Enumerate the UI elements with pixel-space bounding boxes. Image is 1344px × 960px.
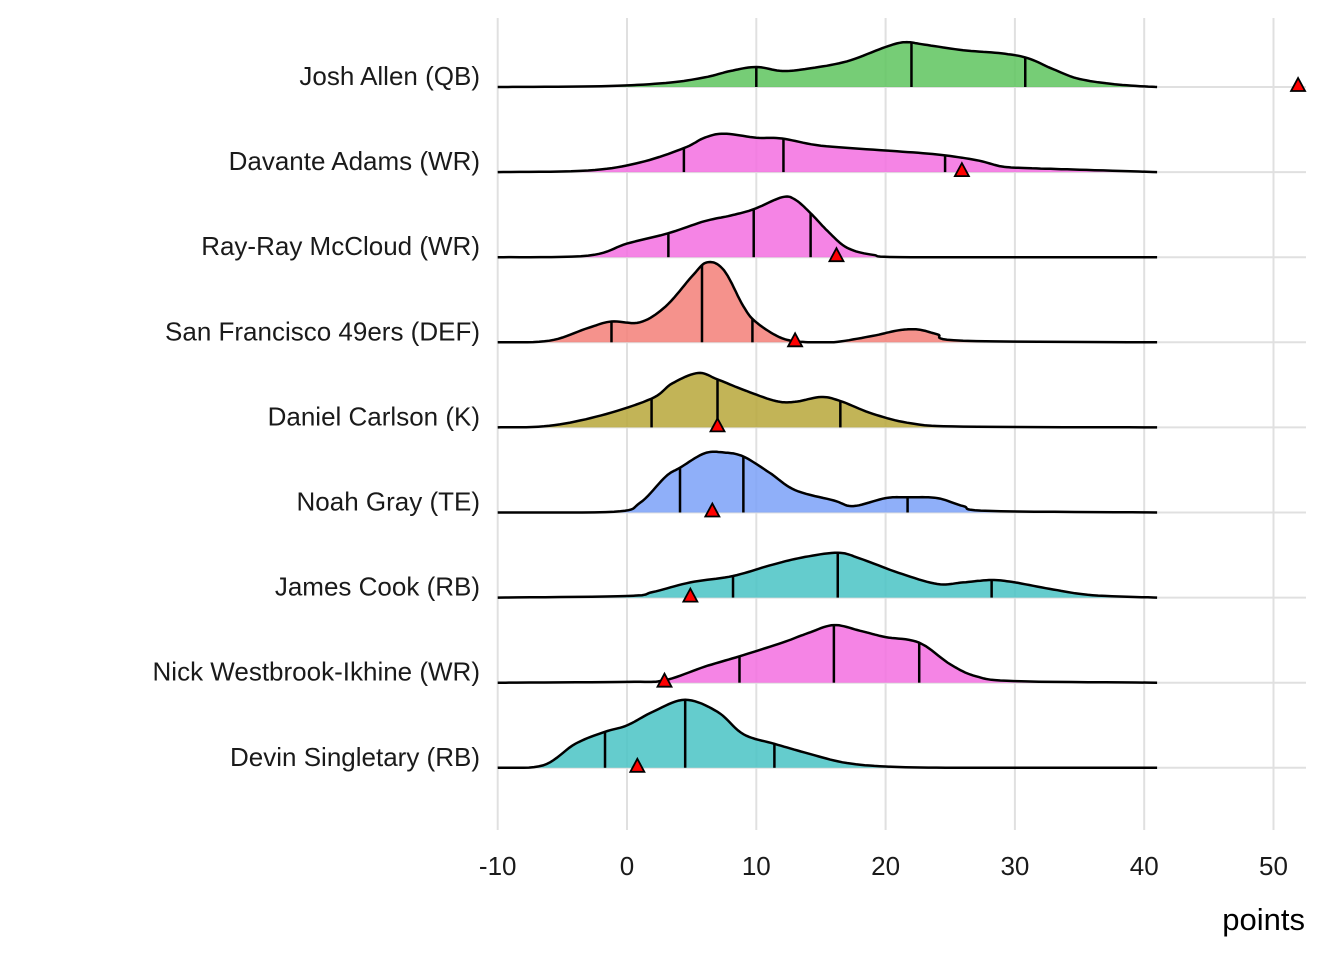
x-axis-ticks: -10 0 10 20 30 40 50: [479, 851, 1288, 881]
actual-marker-6: [681, 586, 699, 603]
ridge-fill-3: [497, 262, 1158, 343]
ridge-fill-5: [497, 451, 1158, 513]
ridge-2: [497, 195, 1158, 263]
x-axis-label: points: [1222, 902, 1305, 937]
ridge-fill-8: [497, 699, 1158, 768]
y-label-0: Josh Allen (QB): [299, 61, 480, 91]
ridge-outline-8: [497, 698, 1158, 770]
actual-marker-8: [628, 756, 646, 773]
y-axis-labels: Josh Allen (QB) Davante Adams (WR) Ray-Ray…: [153, 61, 480, 772]
ridge-outline-7: [497, 623, 1158, 684]
x-tick-2: 10: [742, 851, 771, 881]
y-label-8: Devin Singletary (RB): [230, 742, 480, 772]
y-label-5: Noah Gray (TE): [297, 487, 481, 517]
ridge-4: [497, 371, 1158, 433]
ridge-fill-4: [497, 372, 1158, 428]
x-tick-3: 20: [871, 851, 900, 881]
ridge-outline-4: [497, 371, 1158, 429]
ridge-fill-1: [497, 133, 1158, 173]
ridge-fill-2: [497, 196, 1158, 258]
x-tick-4: 30: [1000, 851, 1029, 881]
y-label-1: Davante Adams (WR): [229, 146, 480, 176]
ridge-fill-7: [497, 625, 1158, 683]
actual-marker-0: [1289, 76, 1307, 92]
y-label-2: Ray-Ray McCloud (WR): [201, 231, 480, 261]
y-label-4: Daniel Carlson (K): [268, 401, 480, 431]
ridge-outline-3: [497, 260, 1158, 344]
ridges: [497, 40, 1307, 773]
actual-marker-5: [703, 501, 721, 518]
actual-marker-3: [786, 331, 804, 348]
x-tick-6: 50: [1259, 851, 1288, 881]
actual-marker-2: [827, 246, 845, 263]
ridge-outline-5: [497, 450, 1158, 514]
ridge-outline-6: [497, 551, 1158, 599]
actual-marker-4: [709, 416, 727, 433]
ridge-7: [497, 623, 1158, 688]
x-tick-5: 40: [1130, 851, 1159, 881]
ridge-8: [497, 698, 1158, 773]
ridge-3: [497, 260, 1158, 348]
y-label-3: San Francisco 49ers (DEF): [165, 316, 480, 346]
ridge-outline-2: [497, 195, 1158, 259]
ridge-6: [497, 551, 1158, 603]
ridge-0: [497, 40, 1307, 92]
ridge-1: [497, 132, 1158, 177]
y-label-7: Nick Westbrook-Ikhine (WR): [153, 657, 480, 687]
ridge-outline-1: [497, 132, 1158, 174]
x-tick-1: 0: [620, 851, 634, 881]
actual-marker-7: [655, 671, 674, 688]
y-label-6: James Cook (RB): [275, 572, 480, 602]
x-tick-0: -10: [479, 851, 517, 881]
ridge-5: [497, 450, 1158, 518]
actual-marker-1: [953, 161, 971, 177]
ridge-outline-0: [497, 40, 1158, 89]
